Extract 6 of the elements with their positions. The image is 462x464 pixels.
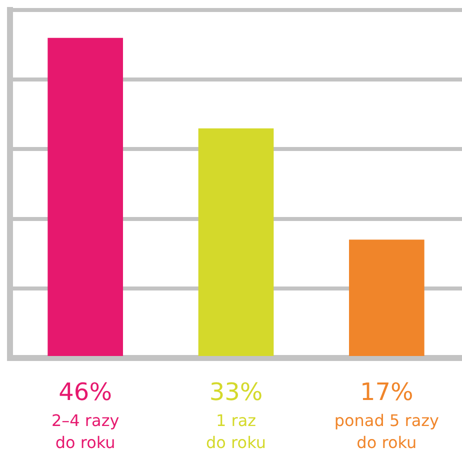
x-tick-label: ponad 5 razy do roku xyxy=(334,411,439,452)
x-tick-label: 1 raz do roku xyxy=(206,411,266,452)
data-label: 17% xyxy=(360,378,414,406)
data-label: 33% xyxy=(209,378,263,406)
data-label: 46% xyxy=(58,378,112,406)
x-tick-label: 2–4 razy do roku xyxy=(51,411,120,452)
